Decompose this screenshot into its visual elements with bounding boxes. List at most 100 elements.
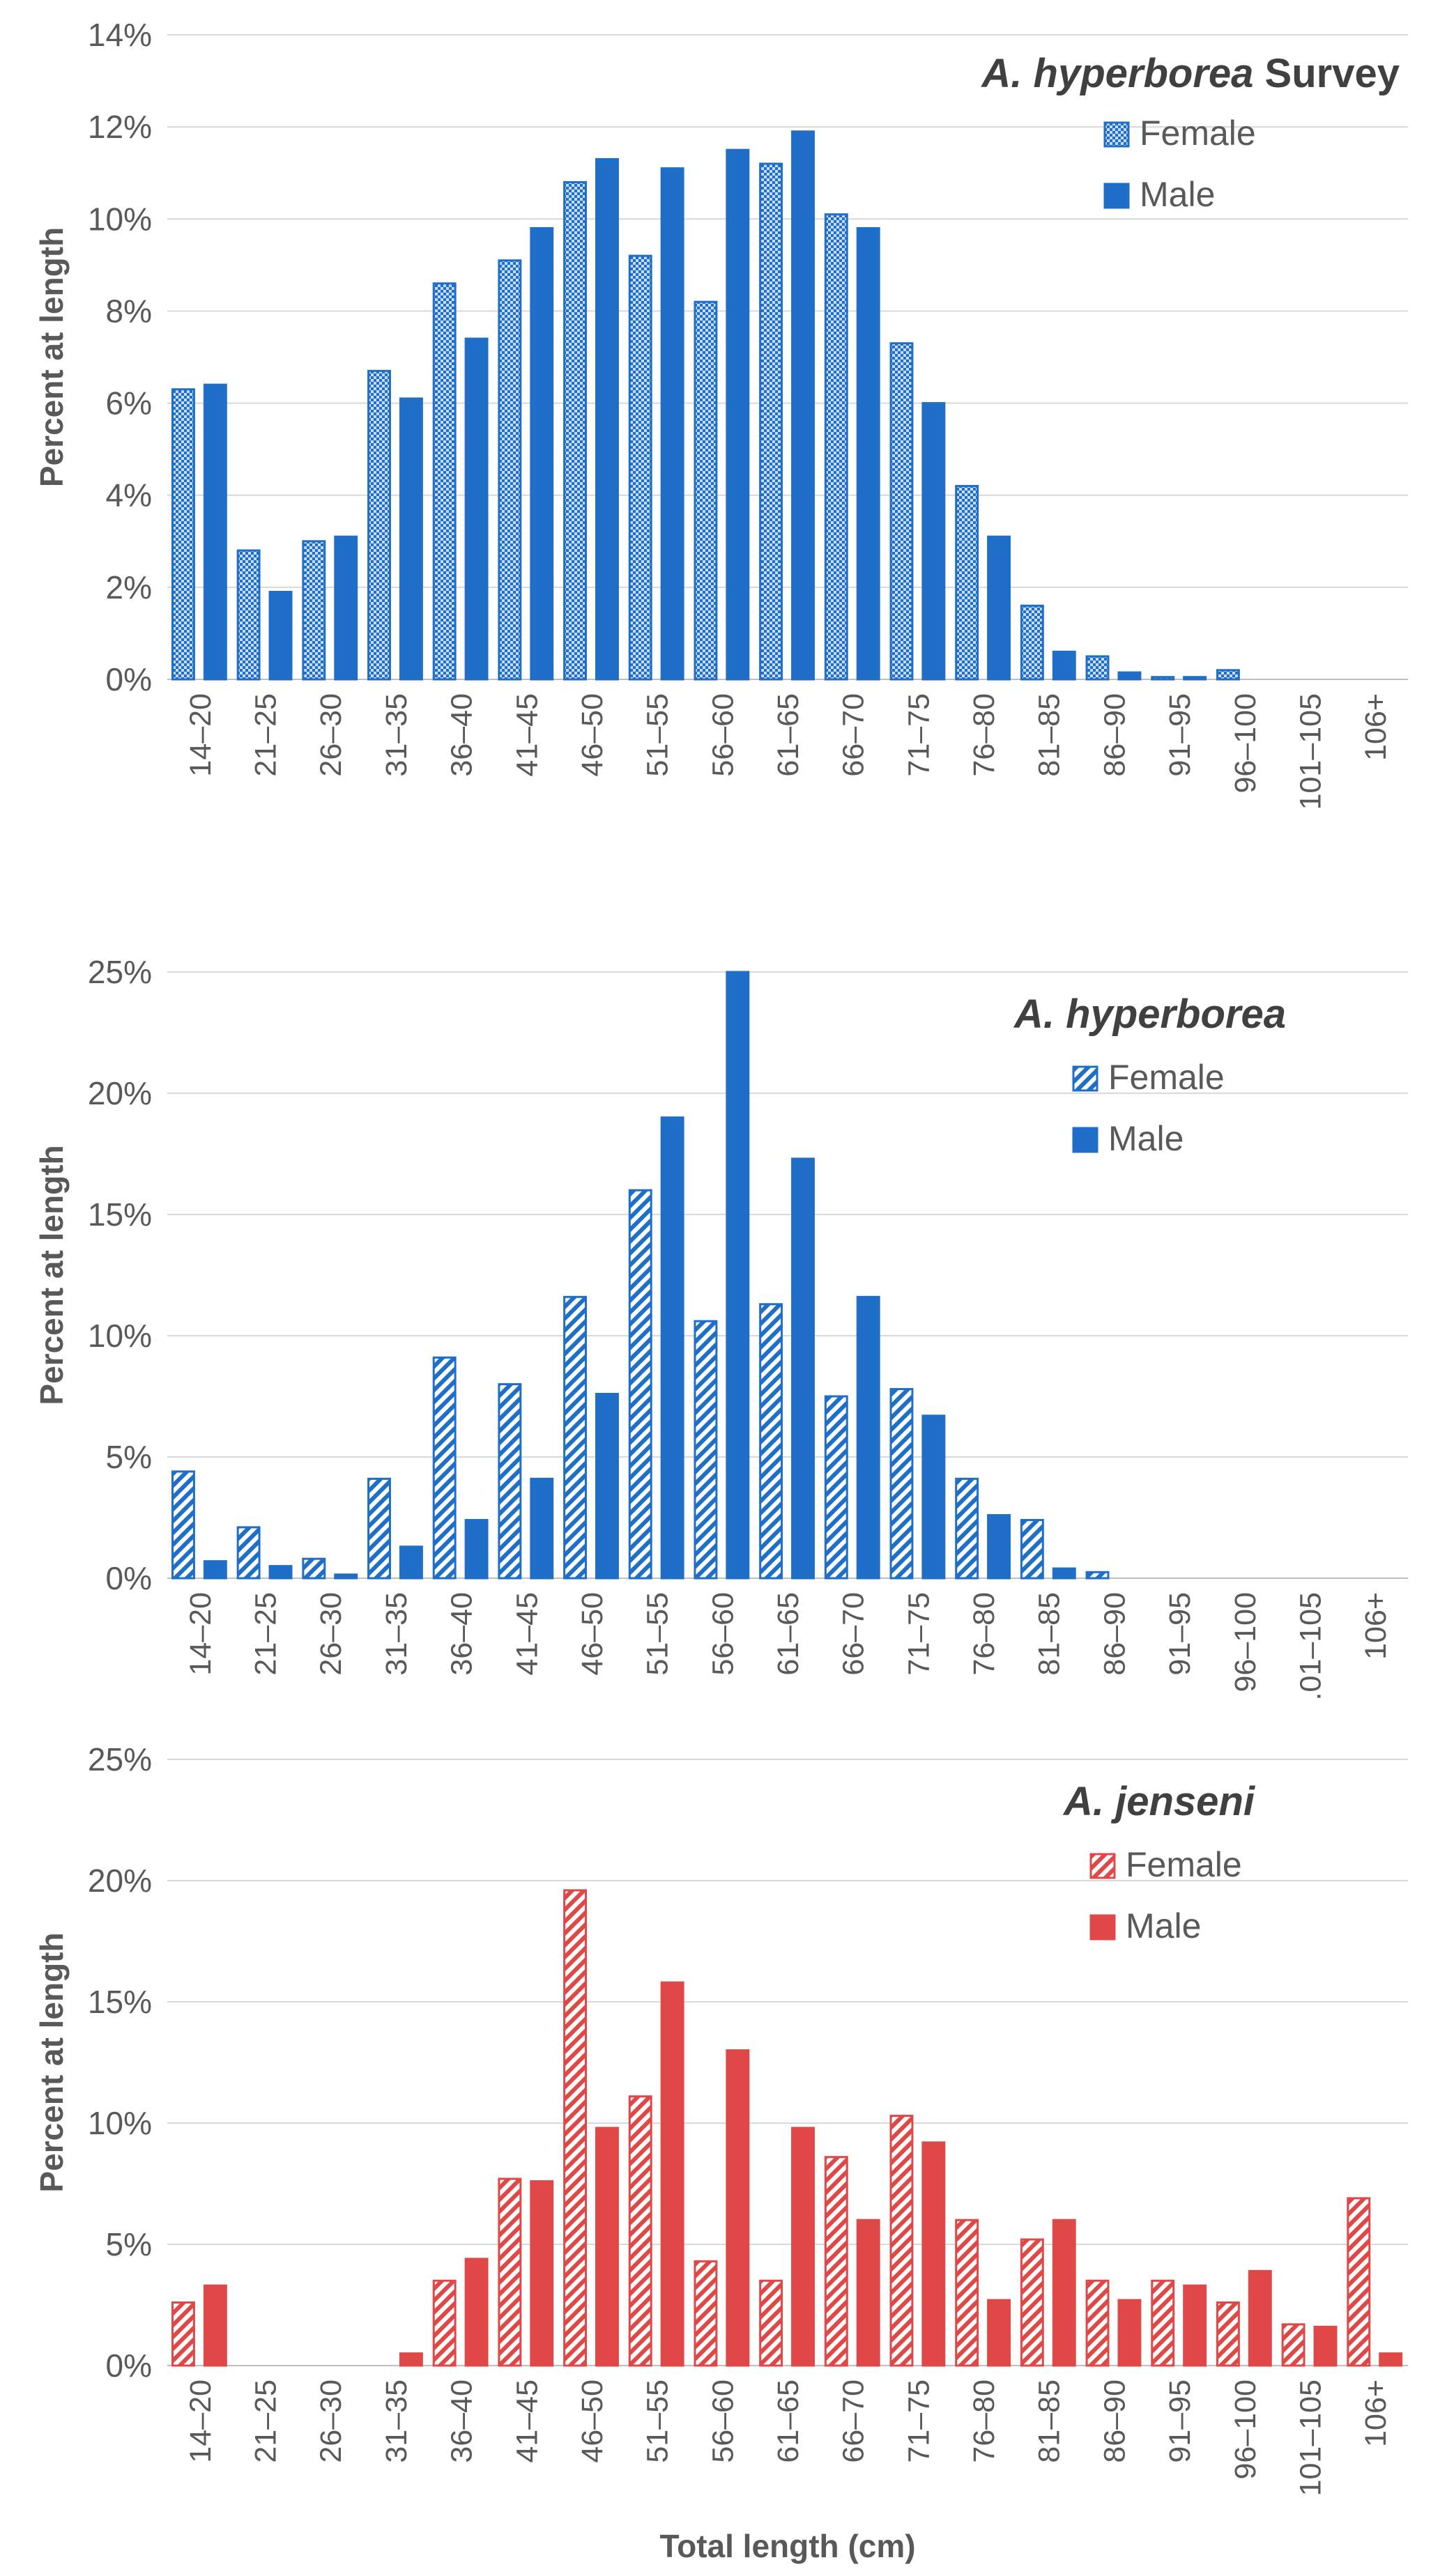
bar-male-10	[791, 2127, 815, 2367]
bar-male-13	[987, 2299, 1011, 2367]
legend-label-female: Female	[1140, 114, 1256, 153]
legend-label-male: Male	[1140, 175, 1215, 214]
x-tick-label: 21–25	[250, 693, 283, 777]
bar-male-12	[921, 402, 946, 681]
bar-female-15	[1085, 1571, 1110, 1580]
y-tick-label: 0%	[106, 661, 152, 697]
x-tick-label: 61–65	[772, 693, 805, 777]
x-tick-label: 41–45	[510, 1592, 544, 1676]
y-tick-label: 0%	[106, 1560, 152, 1596]
x-tick-label: 46–50	[576, 693, 609, 777]
x-tick-label: 21–25	[250, 1592, 283, 1676]
y-tick-label: 10%	[88, 201, 152, 237]
x-axis-label: Total length (cm)	[659, 2528, 915, 2564]
legend-swatch-female	[1072, 1065, 1098, 1092]
bar-female-13	[955, 485, 979, 681]
bar-male-1	[203, 2284, 227, 2367]
bar-male-10	[791, 1157, 815, 1580]
bar-female-13	[955, 1477, 979, 1580]
x-tick-label: 36–40	[445, 1592, 479, 1676]
bar-male-2	[268, 1565, 293, 1580]
bar-female-16	[1151, 2279, 1175, 2367]
x-tick-label: 51–55	[641, 1592, 675, 1676]
legend-label-female: Female	[1126, 1845, 1242, 1884]
bar-male-9	[726, 148, 750, 681]
bar-female-3	[302, 1557, 326, 1580]
x-tick-label: 86–90	[1098, 1592, 1131, 1676]
bar-female-11	[824, 2156, 848, 2367]
x-tick-label: 56–60	[706, 693, 740, 777]
legend-swatch-female	[1089, 1853, 1116, 1879]
bar-female-2	[236, 1526, 261, 1580]
bar-male-14	[1052, 650, 1076, 681]
y-tick-label: 8%	[106, 293, 152, 329]
y-tick-label: 25%	[88, 954, 152, 990]
bar-female-18	[1281, 2323, 1306, 2367]
bar-female-1	[171, 388, 195, 681]
y-axis-label: Percent at length	[33, 227, 70, 487]
y-axis-label: Percent at length	[33, 1145, 70, 1405]
bar-female-9	[694, 2260, 718, 2367]
bar-male-17	[1248, 2269, 1272, 2367]
bar-female-11	[824, 1395, 848, 1580]
bar-female-1	[171, 2301, 195, 2367]
bar-male-10	[791, 130, 815, 681]
bar-female-15	[1085, 655, 1110, 681]
bar-female-15	[1085, 2279, 1110, 2367]
x-tick-label: 81–85	[1033, 1592, 1066, 1676]
bar-female-11	[824, 213, 848, 681]
bar-female-14	[1020, 604, 1044, 681]
bar-male-7	[595, 2127, 619, 2367]
bar-male-5	[464, 1518, 489, 1580]
x-tick-label: 106+	[1359, 693, 1393, 761]
bar-male-1	[203, 1560, 227, 1580]
bar-male-13	[987, 1514, 1011, 1580]
bar-female-17	[1216, 2301, 1240, 2367]
bar-male-8	[660, 1116, 684, 1580]
chart-title: A. hyperborea	[1013, 992, 1286, 1037]
bar-male-1	[203, 383, 227, 681]
x-tick-label: 51–55	[641, 693, 675, 777]
bar-male-13	[987, 535, 1011, 681]
bar-male-11	[856, 227, 880, 681]
bar-female-6	[498, 259, 522, 681]
x-tick-label: 66–70	[837, 693, 871, 777]
x-tick-label: 61–65	[772, 2380, 805, 2463]
bar-male-12	[921, 2141, 946, 2367]
x-tick-label: 76–80	[967, 1592, 1001, 1676]
x-tick-label: 76–80	[967, 2380, 1001, 2463]
x-tick-label: 26–30	[314, 693, 348, 777]
x-tick-label: 56–60	[706, 1592, 740, 1676]
x-tick-label: 81–85	[1033, 693, 1066, 777]
bar-male-7	[595, 1393, 619, 1580]
bar-female-8	[628, 254, 652, 681]
bar-male-8	[660, 1981, 684, 2367]
chart-panel-1: 0% 2% 4% 6% 8% 10% 12% 14% Percent at length 14–2…	[33, 17, 1408, 810]
y-tick-label: 20%	[88, 1075, 152, 1111]
x-tick-label: 96–100	[1229, 2380, 1262, 2480]
x-tick-label: 41–45	[510, 693, 544, 777]
x-tick-label: 91–95	[1163, 1592, 1197, 1676]
bar-female-5	[432, 1356, 457, 1580]
x-tick-label: 86–90	[1098, 2380, 1131, 2463]
bar-male-6	[530, 1477, 554, 1580]
chart-title-species: A. hyperborea	[1013, 992, 1286, 1037]
x-tick-label: 76–80	[967, 693, 1001, 777]
x-tick-label: 61–65	[772, 1592, 805, 1676]
legend-swatch-male	[1103, 183, 1130, 209]
bar-male-15	[1117, 671, 1142, 681]
y-tick-label: 14%	[88, 17, 152, 53]
bar-female-8	[628, 1189, 652, 1580]
bar-female-12	[889, 2115, 914, 2367]
bar-male-6	[530, 2180, 554, 2367]
bar-female-2	[236, 549, 261, 681]
x-tick-label: 36–40	[445, 2380, 479, 2463]
x-tick-label: 71–75	[902, 1592, 935, 1676]
bar-male-14	[1052, 1567, 1076, 1580]
bar-female-7	[563, 1889, 588, 2367]
x-tick-label: 86–90	[1098, 693, 1131, 777]
y-tick-label: 5%	[106, 1439, 152, 1475]
bar-male-2	[268, 590, 293, 681]
x-tick-label: 101–105	[1294, 2380, 1327, 2496]
